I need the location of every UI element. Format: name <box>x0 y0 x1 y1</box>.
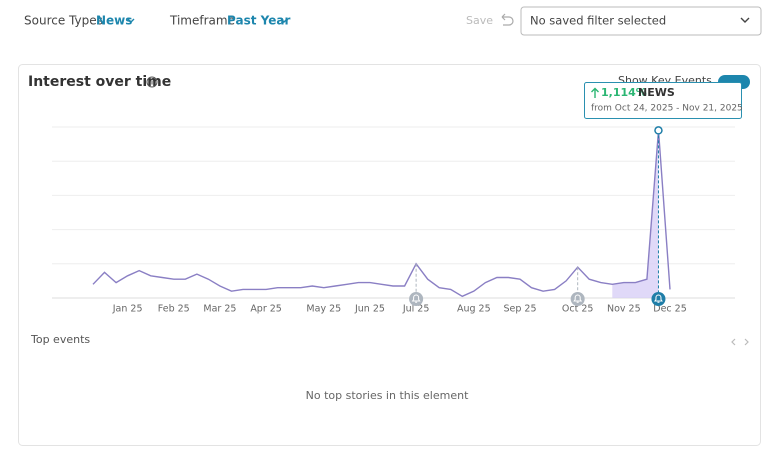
event-marker[interactable] <box>570 292 585 306</box>
x-tick-label: Nov 25 <box>607 304 641 315</box>
tooltip-change: 1,114% <box>601 86 647 99</box>
event-marker[interactable] <box>651 292 666 306</box>
chevron <box>280 18 288 23</box>
saved-filter-dropdown[interactable] <box>520 6 762 36</box>
x-tick-label: Jul 25 <box>402 304 430 315</box>
bell-icon <box>654 294 663 303</box>
bell-icon <box>411 294 421 303</box>
peak-point <box>654 126 663 135</box>
plot: Jan 25 Feb 25 Mar 25 Apr 25 May 25 Jun 25 Jul … <box>52 126 735 315</box>
tooltip <box>584 82 742 119</box>
bell-icon <box>573 294 583 303</box>
dropdown-text: No saved filter selected <box>530 14 666 28</box>
tooltip-series: NEWS <box>638 86 675 99</box>
pager[interactable] <box>731 338 749 346</box>
x-tick-label: Jan 25 <box>112 304 143 315</box>
section-title: Top events <box>30 333 90 346</box>
event-marker[interactable] <box>409 292 424 306</box>
shaded-area <box>612 130 659 298</box>
undo-icon[interactable] <box>501 13 514 26</box>
filter-value[interactable]: Past Year <box>227 14 290 28</box>
tooltip-range: from Oct 24, 2025 - Nov 21, 2025 <box>591 104 743 114</box>
chevron <box>127 18 135 23</box>
chevron <box>740 17 750 23</box>
x-tick-label: Sep 25 <box>503 304 536 315</box>
x-tick-label: Mar 25 <box>203 304 236 315</box>
save-button[interactable]: Save <box>466 14 493 27</box>
x-tick-label: May 25 <box>306 304 341 315</box>
x-tick-label: Aug 25 <box>457 304 491 315</box>
panel-title: Interest over time <box>28 74 171 90</box>
x-tick-label: Dec 25 <box>653 304 687 315</box>
up-arrow <box>591 87 599 98</box>
x-tick-label: Oct 25 <box>562 304 594 315</box>
empty-message: No top stories in this element <box>306 389 469 402</box>
filter-label: Source Types <box>24 14 103 28</box>
x-tick-label: Jun 25 <box>354 304 385 315</box>
panel <box>18 64 761 446</box>
filter-label: Timeframe <box>169 14 235 28</box>
line <box>92 130 671 298</box>
filter-value[interactable]: News <box>96 14 132 28</box>
x-tick-label: Apr 25 <box>250 304 282 315</box>
info-icon[interactable] <box>146 76 158 88</box>
x-tick-label: Feb 25 <box>158 304 190 315</box>
